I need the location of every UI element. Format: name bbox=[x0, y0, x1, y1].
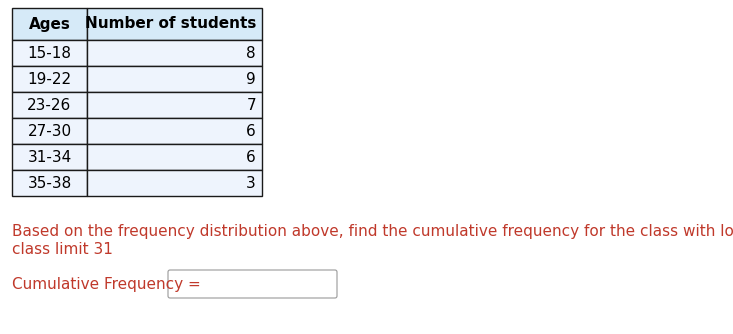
Text: 19-22: 19-22 bbox=[27, 71, 72, 87]
Bar bbox=[87, 40, 262, 66]
Text: Ages: Ages bbox=[29, 16, 70, 31]
Bar bbox=[12, 170, 87, 196]
Text: 23-26: 23-26 bbox=[27, 98, 72, 113]
Bar bbox=[87, 66, 262, 92]
Text: 6: 6 bbox=[246, 124, 256, 139]
Bar bbox=[87, 144, 262, 170]
Bar bbox=[12, 40, 87, 66]
Text: 6: 6 bbox=[246, 150, 256, 165]
Text: 35-38: 35-38 bbox=[27, 175, 72, 190]
Bar bbox=[12, 144, 87, 170]
Text: 31-34: 31-34 bbox=[27, 150, 72, 165]
Text: Cumulative Frequency =: Cumulative Frequency = bbox=[12, 277, 201, 292]
Text: 15-18: 15-18 bbox=[28, 45, 72, 60]
Bar bbox=[87, 8, 262, 40]
Bar bbox=[87, 170, 262, 196]
Bar bbox=[87, 92, 262, 118]
Bar bbox=[12, 66, 87, 92]
Text: class limit 31: class limit 31 bbox=[12, 242, 113, 257]
Text: 9: 9 bbox=[246, 71, 256, 87]
Bar bbox=[12, 92, 87, 118]
Text: Number of students: Number of students bbox=[84, 16, 256, 31]
Text: 7: 7 bbox=[246, 98, 256, 113]
Bar bbox=[12, 118, 87, 144]
FancyBboxPatch shape bbox=[168, 270, 337, 298]
Text: 27-30: 27-30 bbox=[27, 124, 72, 139]
Bar bbox=[87, 118, 262, 144]
Bar bbox=[12, 8, 87, 40]
Text: 3: 3 bbox=[246, 175, 256, 190]
Text: 8: 8 bbox=[246, 45, 256, 60]
Text: Based on the frequency distribution above, find the cumulative frequency for the: Based on the frequency distribution abov… bbox=[12, 224, 733, 239]
